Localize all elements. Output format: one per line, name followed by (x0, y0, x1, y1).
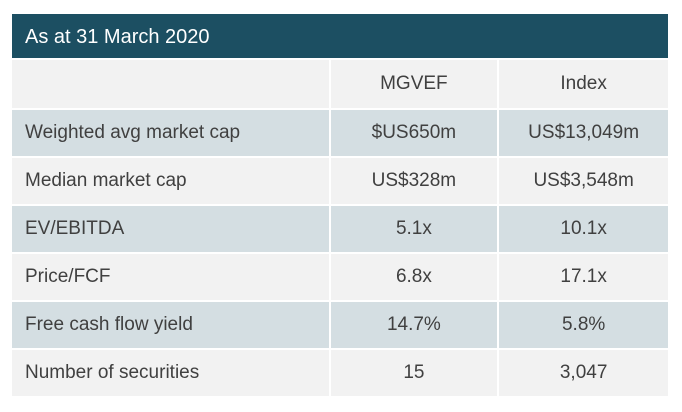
row-index-value: 5.8% (499, 302, 668, 348)
row-mgvef-value: 14.7% (330, 302, 500, 348)
header-cell-mgvef: MGVEF (330, 60, 500, 108)
row-label: EV/EBITDA (12, 206, 331, 252)
row-index-value: 3,047 (499, 350, 668, 396)
table-header-row: MGVEF Index (12, 60, 668, 110)
row-mgvef-value: $US650m (330, 110, 500, 156)
row-mgvef-value: 6.8x (330, 254, 500, 300)
row-label: Median market cap (12, 158, 331, 204)
table-row: Number of securities 15 3,047 (12, 350, 668, 398)
table-row: Median market cap US$328m US$3,548m (12, 158, 668, 206)
row-index-value: US$13,049m (499, 110, 668, 156)
header-cell-index: Index (499, 60, 668, 108)
table-row: Weighted avg market cap $US650m US$13,04… (12, 110, 668, 158)
row-label: Number of securities (12, 350, 331, 396)
row-index-value: 17.1x (499, 254, 668, 300)
row-index-value: US$3,548m (499, 158, 668, 204)
row-label: Weighted avg market cap (12, 110, 331, 156)
row-mgvef-value: 5.1x (330, 206, 500, 252)
row-mgvef-value: US$328m (330, 158, 500, 204)
table-title: As at 31 March 2020 (12, 14, 668, 60)
table-row: Price/FCF 6.8x 17.1x (12, 254, 668, 302)
table-row: EV/EBITDA 5.1x 10.1x (12, 206, 668, 254)
row-label: Price/FCF (12, 254, 331, 300)
row-mgvef-value: 15 (330, 350, 500, 396)
row-index-value: 10.1x (499, 206, 668, 252)
row-label: Free cash flow yield (12, 302, 331, 348)
header-cell-empty (12, 60, 331, 108)
metrics-table: As at 31 March 2020 MGVEF Index Weighted… (12, 14, 668, 398)
table-row: Free cash flow yield 14.7% 5.8% (12, 302, 668, 350)
